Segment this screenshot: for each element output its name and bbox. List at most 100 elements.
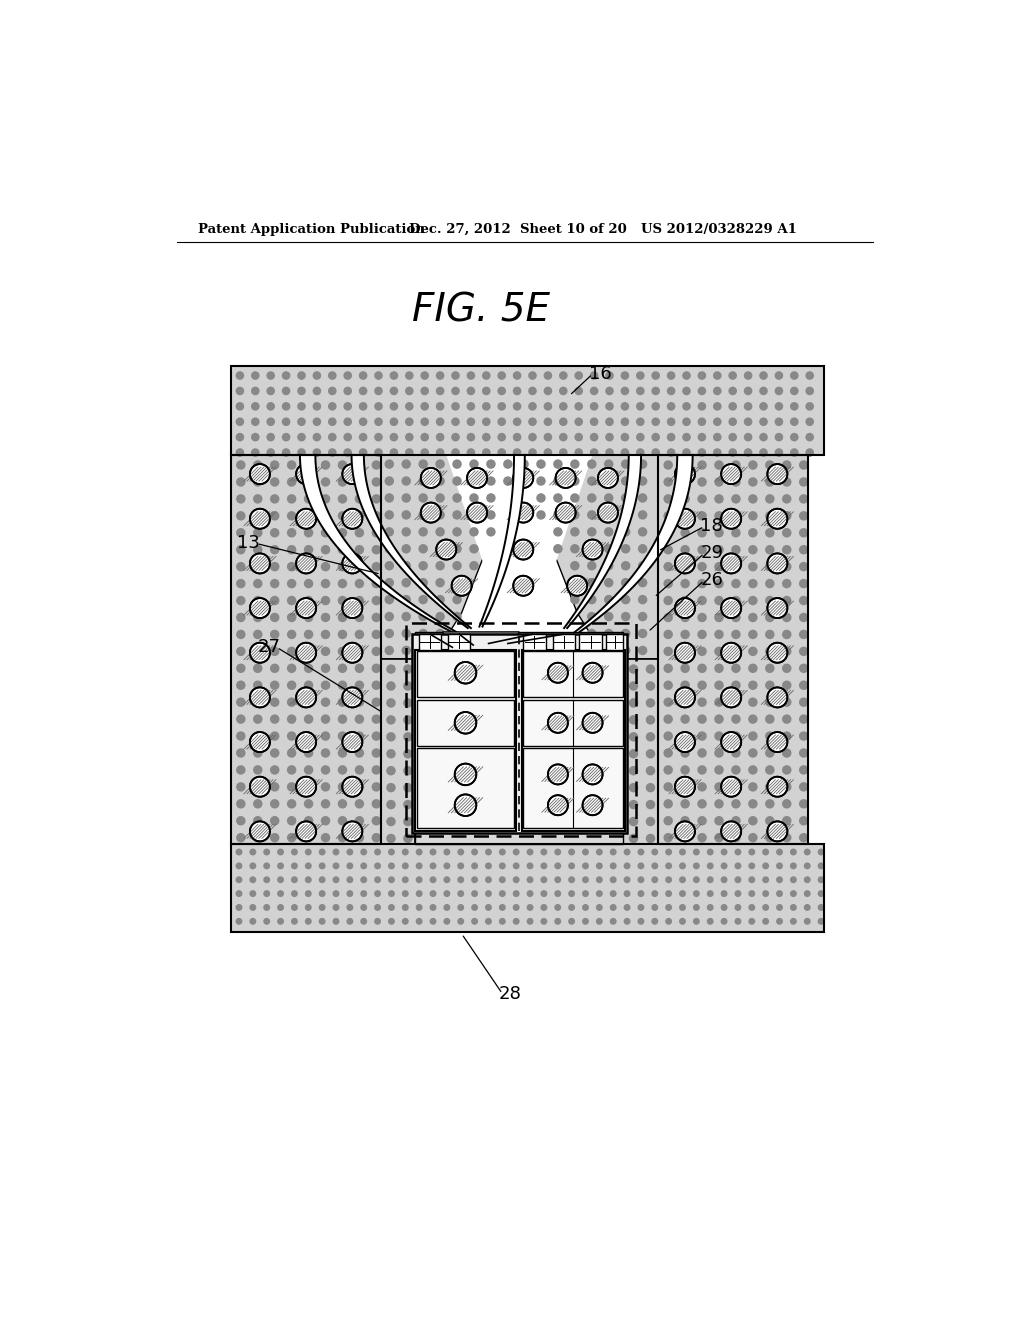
Circle shape: [458, 849, 464, 855]
Circle shape: [765, 766, 774, 775]
Circle shape: [312, 387, 322, 395]
Circle shape: [554, 917, 561, 925]
Text: FIG. 5E: FIG. 5E: [412, 292, 550, 330]
Circle shape: [321, 478, 331, 487]
Circle shape: [782, 630, 792, 639]
Circle shape: [467, 371, 475, 380]
Circle shape: [358, 403, 368, 411]
Circle shape: [629, 800, 638, 809]
Circle shape: [513, 417, 521, 426]
Circle shape: [471, 917, 478, 925]
Circle shape: [609, 890, 616, 898]
Circle shape: [664, 478, 673, 487]
Circle shape: [697, 799, 707, 809]
Circle shape: [498, 433, 506, 441]
Circle shape: [270, 833, 280, 842]
Circle shape: [354, 595, 365, 606]
Circle shape: [453, 510, 462, 520]
Circle shape: [734, 876, 741, 883]
Circle shape: [638, 494, 647, 503]
Circle shape: [304, 461, 313, 470]
Circle shape: [237, 461, 246, 470]
Circle shape: [237, 630, 246, 639]
Circle shape: [436, 403, 444, 411]
Circle shape: [237, 748, 246, 758]
Circle shape: [338, 714, 347, 723]
Circle shape: [680, 478, 690, 487]
Circle shape: [354, 461, 365, 470]
Circle shape: [664, 783, 673, 792]
Circle shape: [304, 681, 313, 690]
Circle shape: [338, 511, 347, 520]
Circle shape: [278, 849, 284, 855]
Circle shape: [270, 612, 280, 622]
Circle shape: [749, 890, 756, 898]
Circle shape: [629, 766, 638, 775]
Circle shape: [782, 612, 792, 622]
Circle shape: [443, 904, 451, 911]
Circle shape: [270, 748, 280, 758]
Circle shape: [765, 562, 774, 572]
Circle shape: [554, 890, 561, 898]
Circle shape: [749, 783, 758, 792]
Circle shape: [731, 681, 740, 690]
Circle shape: [471, 862, 478, 870]
Ellipse shape: [250, 553, 270, 573]
Circle shape: [291, 917, 298, 925]
Ellipse shape: [675, 821, 695, 841]
Circle shape: [697, 417, 707, 426]
Circle shape: [250, 849, 256, 855]
Circle shape: [419, 561, 428, 570]
Circle shape: [697, 647, 707, 656]
Circle shape: [287, 816, 296, 825]
Circle shape: [519, 459, 528, 469]
Circle shape: [386, 681, 395, 690]
Circle shape: [604, 628, 613, 639]
Circle shape: [680, 612, 690, 622]
Circle shape: [765, 595, 774, 606]
Bar: [416, 632, 624, 843]
Circle shape: [629, 834, 638, 843]
Ellipse shape: [548, 764, 568, 784]
Circle shape: [782, 595, 792, 606]
Circle shape: [680, 731, 690, 741]
Circle shape: [774, 387, 783, 395]
Circle shape: [731, 783, 740, 792]
Circle shape: [680, 748, 690, 758]
Circle shape: [443, 849, 451, 855]
Circle shape: [731, 595, 740, 606]
Circle shape: [321, 612, 331, 622]
Circle shape: [354, 681, 365, 690]
Circle shape: [537, 510, 546, 520]
Polygon shape: [479, 455, 524, 627]
Circle shape: [715, 545, 724, 554]
Circle shape: [385, 645, 394, 655]
Circle shape: [360, 876, 368, 883]
Circle shape: [321, 545, 331, 554]
Text: Dec. 27, 2012  Sheet 10 of 20: Dec. 27, 2012 Sheet 10 of 20: [410, 223, 627, 236]
Circle shape: [762, 890, 769, 898]
Circle shape: [287, 697, 296, 708]
Circle shape: [605, 449, 613, 457]
Circle shape: [638, 876, 644, 883]
Ellipse shape: [250, 508, 270, 529]
Circle shape: [354, 579, 365, 589]
Polygon shape: [300, 455, 457, 632]
Circle shape: [782, 478, 792, 487]
Circle shape: [621, 494, 631, 503]
Circle shape: [469, 510, 479, 520]
Circle shape: [328, 433, 337, 441]
Circle shape: [354, 562, 365, 572]
Circle shape: [621, 433, 629, 441]
Circle shape: [453, 459, 462, 469]
Circle shape: [715, 664, 724, 673]
Circle shape: [715, 748, 724, 758]
Bar: [230, 455, 381, 843]
Circle shape: [707, 890, 714, 898]
Circle shape: [263, 890, 270, 898]
Ellipse shape: [250, 598, 270, 618]
Circle shape: [346, 890, 353, 898]
Circle shape: [765, 647, 774, 656]
Circle shape: [715, 579, 724, 589]
Circle shape: [421, 417, 429, 426]
